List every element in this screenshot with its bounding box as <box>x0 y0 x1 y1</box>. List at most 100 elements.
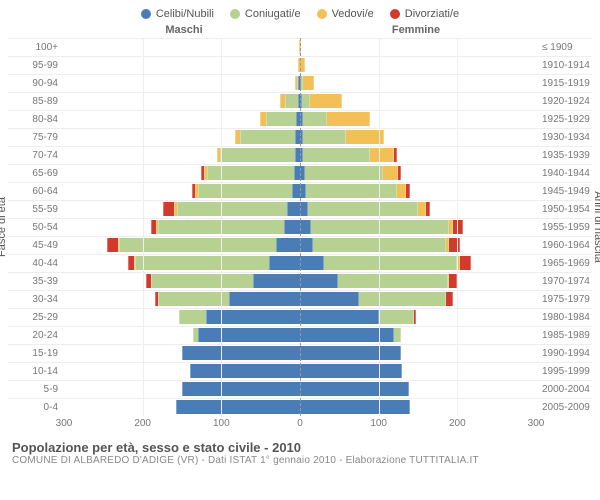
bar-female <box>300 56 536 74</box>
center-line <box>300 38 301 416</box>
legend-label: Celibi/Nubili <box>156 8 214 20</box>
gender-labels: Maschi Femmine <box>0 24 600 38</box>
bar-segment <box>394 148 397 162</box>
bar-segment <box>303 76 314 90</box>
x-axis: 3002001000100200300 <box>0 416 600 432</box>
age-label: 35-39 <box>8 276 64 287</box>
bar-zone <box>64 38 536 56</box>
age-label: 15-19 <box>8 348 64 359</box>
bar-male <box>64 254 300 272</box>
bar-segment <box>460 256 471 270</box>
bar-segment <box>311 220 449 234</box>
bar-segment <box>379 310 414 324</box>
age-label: 100+ <box>8 42 64 53</box>
bar-segment <box>302 94 310 108</box>
birth-label: 2000-2004 <box>536 384 592 395</box>
birth-label: 1930-1934 <box>536 132 592 143</box>
bar-segment <box>426 202 430 216</box>
bar-male <box>64 164 300 182</box>
bar-segment <box>158 292 229 306</box>
y-axis-title-left: Fasce di età <box>0 197 8 257</box>
bar-male <box>64 218 300 236</box>
birth-label: 1985-1989 <box>536 330 592 341</box>
bar-segment <box>300 256 324 270</box>
bar-male <box>64 200 300 218</box>
bar-male <box>64 272 300 290</box>
bar-segment <box>394 328 400 342</box>
bar-segment <box>300 292 359 306</box>
legend-label: Divorziati/e <box>405 8 459 20</box>
bar-segment <box>253 274 300 288</box>
bar-segment <box>198 328 300 342</box>
legend-label: Coniugati/e <box>245 8 301 20</box>
bar-male <box>64 110 300 128</box>
bar-segment <box>300 346 401 360</box>
chart-rows: 100+≤ 190995-991910-191490-941915-191985… <box>8 38 592 416</box>
gridline <box>143 38 144 416</box>
bar-male <box>64 38 300 56</box>
age-row: 100+≤ 1909 <box>8 38 592 56</box>
birth-label: 1975-1979 <box>536 294 592 305</box>
birth-label: 1950-1954 <box>536 204 592 215</box>
bar-female <box>300 236 536 254</box>
bar-female <box>300 362 536 380</box>
bar-segment <box>300 202 308 216</box>
bar-segment <box>306 184 396 198</box>
birth-label: 1990-1994 <box>536 348 592 359</box>
age-label: 70-74 <box>8 150 64 161</box>
age-label: 10-14 <box>8 366 64 377</box>
x-ticks: 3002001000100200300 <box>64 418 536 432</box>
age-label: 20-24 <box>8 330 64 341</box>
birth-label: 1910-1914 <box>536 60 592 71</box>
bar-segment <box>206 310 300 324</box>
bar-segment <box>300 400 410 414</box>
bar-female <box>300 182 536 200</box>
bar-segment <box>276 238 300 252</box>
birth-label: 1925-1929 <box>536 114 592 125</box>
bar-segment <box>303 112 327 126</box>
legend-label: Vedovi/e <box>332 8 374 20</box>
bar-segment <box>163 202 174 216</box>
age-label: 60-64 <box>8 186 64 197</box>
age-label: 45-49 <box>8 240 64 251</box>
birth-label: 1915-1919 <box>536 78 592 89</box>
bar-male <box>64 344 300 362</box>
bar-male <box>64 92 300 110</box>
bar-male <box>64 74 300 92</box>
bar-segment <box>310 94 341 108</box>
bar-segment <box>398 166 401 180</box>
legend-swatch <box>390 9 400 19</box>
bar-segment <box>151 274 253 288</box>
bar-segment <box>177 202 287 216</box>
bar-segment <box>287 202 300 216</box>
birth-label: 2005-2009 <box>536 402 592 413</box>
birth-label: 1945-1949 <box>536 186 592 197</box>
bar-segment <box>446 292 454 306</box>
bar-segment <box>305 166 384 180</box>
bar-male <box>64 182 300 200</box>
x-tick: 100 <box>213 418 230 429</box>
bar-segment <box>303 148 370 162</box>
bar-female <box>300 164 536 182</box>
label-female: Femmine <box>300 24 532 36</box>
footer-subtitle: COMUNE DI ALBAREDO D'ADIGE (VR) - Dati I… <box>12 455 588 466</box>
bar-female <box>300 308 536 326</box>
bar-segment <box>285 94 298 108</box>
bar-female <box>300 254 536 272</box>
bar-female <box>300 398 536 416</box>
gridline <box>379 38 380 416</box>
bar-segment <box>370 148 394 162</box>
bar-segment <box>300 310 379 324</box>
age-label: 80-84 <box>8 114 64 125</box>
age-label: 50-54 <box>8 222 64 233</box>
bar-segment <box>300 274 338 288</box>
legend: Celibi/Nubili Coniugati/e Vedovi/e Divorzia… <box>0 0 600 24</box>
bar-male <box>64 308 300 326</box>
bar-female <box>300 74 536 92</box>
bar-male <box>64 146 300 164</box>
bar-female <box>300 272 536 290</box>
bar-male <box>64 128 300 146</box>
x-tick: 300 <box>528 418 545 429</box>
bar-segment <box>292 184 300 198</box>
bar-segment <box>418 202 426 216</box>
